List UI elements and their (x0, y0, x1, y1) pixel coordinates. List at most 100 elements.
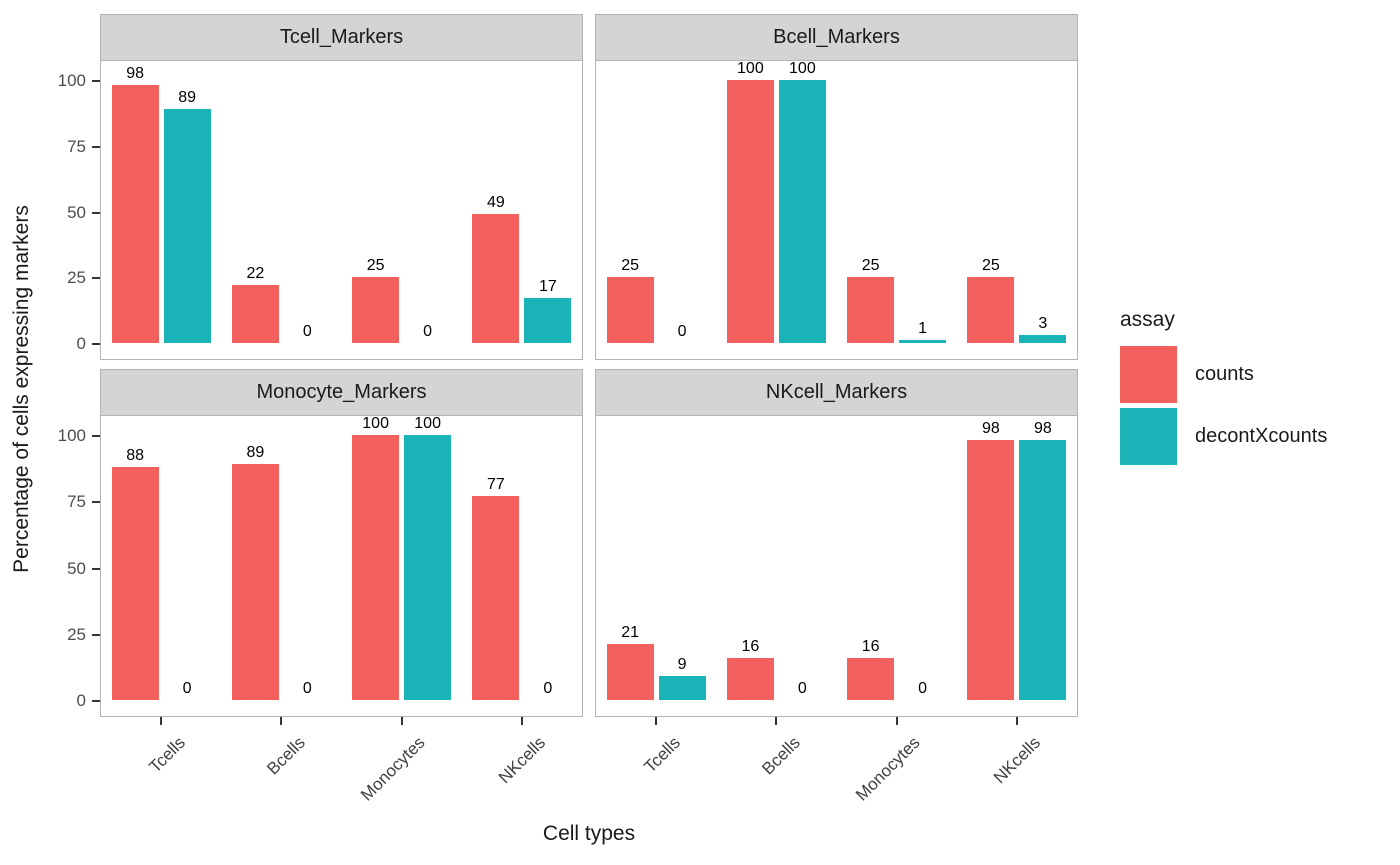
x-tick-label-Monocytes: Monocytes (357, 733, 430, 805)
y-tick-label: 100 (57, 426, 86, 445)
y-tick-mark (92, 277, 100, 280)
facet-panel: 88 0 89 0 100 100 77 0 (100, 415, 583, 717)
bar-counts-Bcells (726, 658, 774, 700)
y-tick-label: 100 (57, 71, 86, 90)
bar-value-label: 89 (178, 89, 197, 106)
bar-value-label: 49 (486, 194, 505, 211)
bar-value-label: 21 (621, 624, 640, 641)
bar-counts-Monocytes (352, 277, 400, 343)
bar-value-label: 25 (621, 257, 640, 274)
facet-monocyte-markers: Monocyte_Markers 88 0 89 0 100 100 77 0 (100, 369, 583, 717)
bar-counts-Monocytes (847, 658, 895, 700)
legend-entry-label: counts (1195, 363, 1254, 385)
bar-counts-Monocytes (847, 277, 895, 343)
facet-strip: Monocyte_Markers (100, 369, 583, 416)
facet-panel: 25 0 100 100 25 1 25 3 (595, 60, 1078, 360)
y-tick-mark (92, 700, 100, 702)
bar-decontXcounts-Tcells (163, 109, 211, 343)
legend: assay counts decontXcounts (1120, 308, 1327, 470)
facet-panel: 21 9 16 0 16 0 98 98 (595, 416, 1078, 717)
x-tick-mark (895, 717, 898, 725)
facet-panel: 98 89 22 0 25 0 49 17 (100, 61, 583, 360)
bar-value-label: 25 (366, 257, 385, 274)
legend-entry-counts: counts (1120, 346, 1327, 403)
bar-decontXcounts-Bcells (778, 80, 826, 343)
bar-value-label: 0 (677, 323, 687, 340)
bar-counts-NKcells (967, 440, 1015, 700)
x-tick-mark (160, 717, 163, 725)
x-tick-label-Tcells: Tcells (145, 733, 189, 777)
x-tick-label-NKcells: NKcells (990, 733, 1045, 788)
y-tick-mark (92, 567, 100, 570)
x-tick-label-Tcells: Tcells (640, 733, 684, 777)
legend-title: assay (1120, 308, 1175, 331)
y-tick-mark (92, 501, 100, 504)
y-tick-label: 75 (67, 136, 86, 156)
facet-bcell-markers: Bcell_Markers 25 0 100 100 25 1 25 3 (595, 14, 1078, 360)
bar-value-label: 16 (861, 638, 880, 655)
bar-value-label: 98 (981, 420, 1000, 437)
x-tick-mark (655, 717, 658, 725)
y-tick-mark (92, 633, 100, 636)
facet-strip: Bcell_Markers (595, 14, 1078, 61)
legend-entry-label: decontXcounts (1195, 425, 1328, 447)
y-tick-mark (92, 343, 100, 345)
y-tick-label: 0 (76, 334, 86, 353)
bar-decontXcounts-Monocytes (404, 435, 452, 700)
bar-value-label: 25 (981, 257, 1000, 274)
bar-counts-NKcells (472, 496, 520, 700)
bar-counts-Tcells (111, 467, 159, 700)
x-axis-title: Cell types (542, 822, 636, 845)
bar-value-label: 100 (362, 415, 389, 432)
bar-counts-NKcells (472, 214, 520, 343)
bar-decontXcounts-Tcells (658, 676, 706, 700)
x-tick-mark (520, 717, 523, 725)
y-tick-label: 25 (67, 624, 86, 644)
x-tick-mark (775, 717, 778, 725)
facet-title: NKcell_Markers (765, 381, 908, 403)
y-axis-title: Percentage of cells expressing markers (10, 205, 33, 573)
y-tick-label: 50 (67, 202, 86, 222)
bar-decontXcounts-Monocytes (899, 340, 947, 343)
bar-value-label: 16 (741, 638, 760, 655)
y-tick-mark (92, 211, 100, 214)
counts-color-swatch (1120, 346, 1177, 403)
bar-counts-Tcells (606, 644, 654, 700)
bar-value-label: 3 (1038, 315, 1048, 332)
facet-tcell-markers: Tcell_Markers 98 89 22 0 25 0 49 17 (100, 14, 583, 360)
bar-value-label: 89 (246, 444, 265, 461)
x-tick-mark (1015, 717, 1018, 725)
facet-title: Bcell_Markers (773, 26, 900, 48)
facet-strip: Tcell_Markers (100, 14, 583, 61)
bar-counts-Monocytes (352, 435, 400, 700)
bar-value-label: 0 (302, 680, 312, 697)
bar-value-label: 98 (126, 65, 145, 82)
bar-decontXcounts-NKcells (1019, 335, 1067, 343)
x-tick-label-NKcells: NKcells (495, 733, 550, 788)
bar-value-label: 100 (737, 60, 764, 77)
x-tick-mark (280, 717, 283, 725)
bar-value-label: 88 (126, 447, 145, 464)
y-tick-label: 25 (67, 268, 86, 288)
bar-counts-Bcells (726, 80, 774, 343)
x-tick-label-Bcells: Bcells (758, 733, 804, 779)
bar-counts-NKcells (967, 277, 1015, 343)
bar-value-label: 17 (538, 278, 557, 295)
facet-title: Monocyte_Markers (256, 381, 427, 403)
y-tick-label: 75 (67, 492, 86, 512)
bar-decontXcounts-NKcells (524, 298, 572, 343)
x-tick-mark (400, 717, 403, 725)
bar-value-label: 98 (1033, 420, 1052, 437)
x-tick-label-Bcells: Bcells (263, 733, 309, 779)
decontxcounts-color-swatch (1120, 408, 1177, 465)
bar-value-label: 22 (246, 265, 265, 282)
facet-title: Tcell_Markers (279, 26, 404, 48)
bar-value-label: 0 (797, 680, 807, 697)
bar-value-label: 9 (677, 656, 687, 673)
bar-value-label: 100 (789, 60, 816, 77)
bar-value-label: 25 (861, 257, 880, 274)
facet-nkcell-markers: NKcell_Markers 21 9 16 0 16 0 98 98 (595, 369, 1078, 717)
y-tick-label: 50 (67, 558, 86, 578)
bar-counts-Bcells (231, 464, 279, 700)
